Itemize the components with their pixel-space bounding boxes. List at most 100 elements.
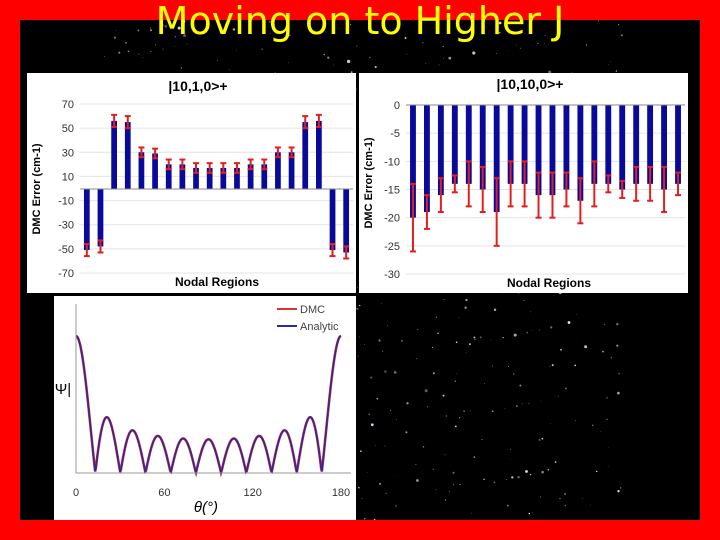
star: [537, 42, 539, 45]
star: [437, 332, 439, 334]
star: [506, 504, 509, 507]
bar: [138, 152, 145, 189]
bar: [563, 105, 570, 190]
star: [229, 69, 230, 70]
star: [406, 53, 408, 55]
star: [237, 20, 239, 22]
star: [465, 298, 468, 302]
star: [581, 498, 583, 500]
star: [442, 394, 445, 397]
star: [525, 470, 528, 473]
star: [379, 482, 382, 485]
bar: [410, 105, 416, 218]
star: [564, 505, 566, 507]
star: [452, 471, 455, 474]
y-tick-label: 70: [62, 99, 74, 111]
y-axis-label: DMC Error (cm-1): [31, 143, 43, 234]
star: [424, 389, 428, 393]
star: [138, 53, 140, 55]
star: [137, 29, 140, 32]
star: [189, 20, 191, 22]
star: [405, 431, 408, 434]
y-tick-label: -30: [384, 269, 400, 281]
star: [610, 61, 611, 62]
y-tick-label: -30: [58, 220, 74, 232]
star: [522, 403, 524, 405]
star: [364, 343, 366, 345]
star: [585, 44, 587, 46]
star: [435, 489, 437, 490]
star: [608, 447, 610, 448]
star: [617, 490, 620, 493]
star: [366, 472, 368, 473]
star: [470, 410, 471, 412]
star: [499, 32, 501, 34]
star: [584, 345, 588, 349]
star: [574, 364, 577, 367]
bar: [465, 105, 472, 184]
x-tick-label: 60: [158, 487, 170, 499]
star: [174, 36, 176, 38]
star: [369, 56, 371, 59]
legend-analytic-label: Analytic: [300, 321, 339, 333]
x-tick-label: 0: [73, 487, 79, 499]
star: [289, 34, 291, 36]
bar: [661, 105, 668, 190]
star: [551, 364, 554, 367]
star: [356, 88, 358, 90]
star: [493, 308, 497, 312]
star: [381, 303, 382, 305]
star: [550, 326, 553, 329]
star: [464, 306, 467, 309]
star: [474, 339, 476, 341]
star: [615, 70, 618, 72]
y-tick-label: -25: [384, 241, 400, 253]
star: [382, 350, 384, 352]
star: [427, 406, 429, 408]
star: [415, 463, 417, 465]
star: [541, 470, 544, 474]
star: [610, 357, 612, 359]
star: [454, 425, 457, 428]
bar: [165, 164, 172, 189]
star: [236, 49, 237, 51]
star: [459, 417, 461, 419]
legend-dmc-label: DMC: [300, 304, 325, 316]
star: [504, 408, 506, 410]
star: [438, 64, 440, 66]
bar: [423, 105, 430, 213]
bar: [479, 105, 486, 190]
star: [529, 473, 532, 476]
star: [149, 27, 151, 29]
star: [596, 470, 598, 473]
star: [547, 468, 550, 471]
star: [458, 317, 460, 318]
star: [519, 47, 521, 49]
star: [113, 36, 117, 39]
star: [491, 365, 493, 367]
star: [574, 420, 576, 421]
star: [544, 42, 545, 44]
star: [154, 44, 157, 46]
star: [174, 46, 176, 47]
bar: [316, 120, 322, 189]
star: [559, 497, 561, 500]
star: [368, 413, 370, 415]
star: [443, 299, 445, 301]
star: [513, 373, 515, 375]
chart-panel-2: 0 -5 -10 -15 -20 -25 -30 |10,10,0>+ Nodal Regi…: [359, 73, 688, 293]
star: [598, 20, 599, 22]
bar: [247, 164, 254, 189]
star: [564, 493, 566, 495]
bar: [619, 105, 626, 190]
star: [607, 466, 609, 468]
star: [274, 71, 276, 73]
star: [416, 479, 419, 482]
star: [378, 339, 381, 342]
y-tick-label: -5: [390, 128, 400, 140]
bar: [549, 105, 556, 196]
star: [346, 59, 351, 64]
star: [269, 33, 271, 35]
line-chart-psi: 0 60 120 180 θ(°) |Ψ| DMC Analytic: [51, 304, 351, 516]
star: [453, 484, 455, 486]
